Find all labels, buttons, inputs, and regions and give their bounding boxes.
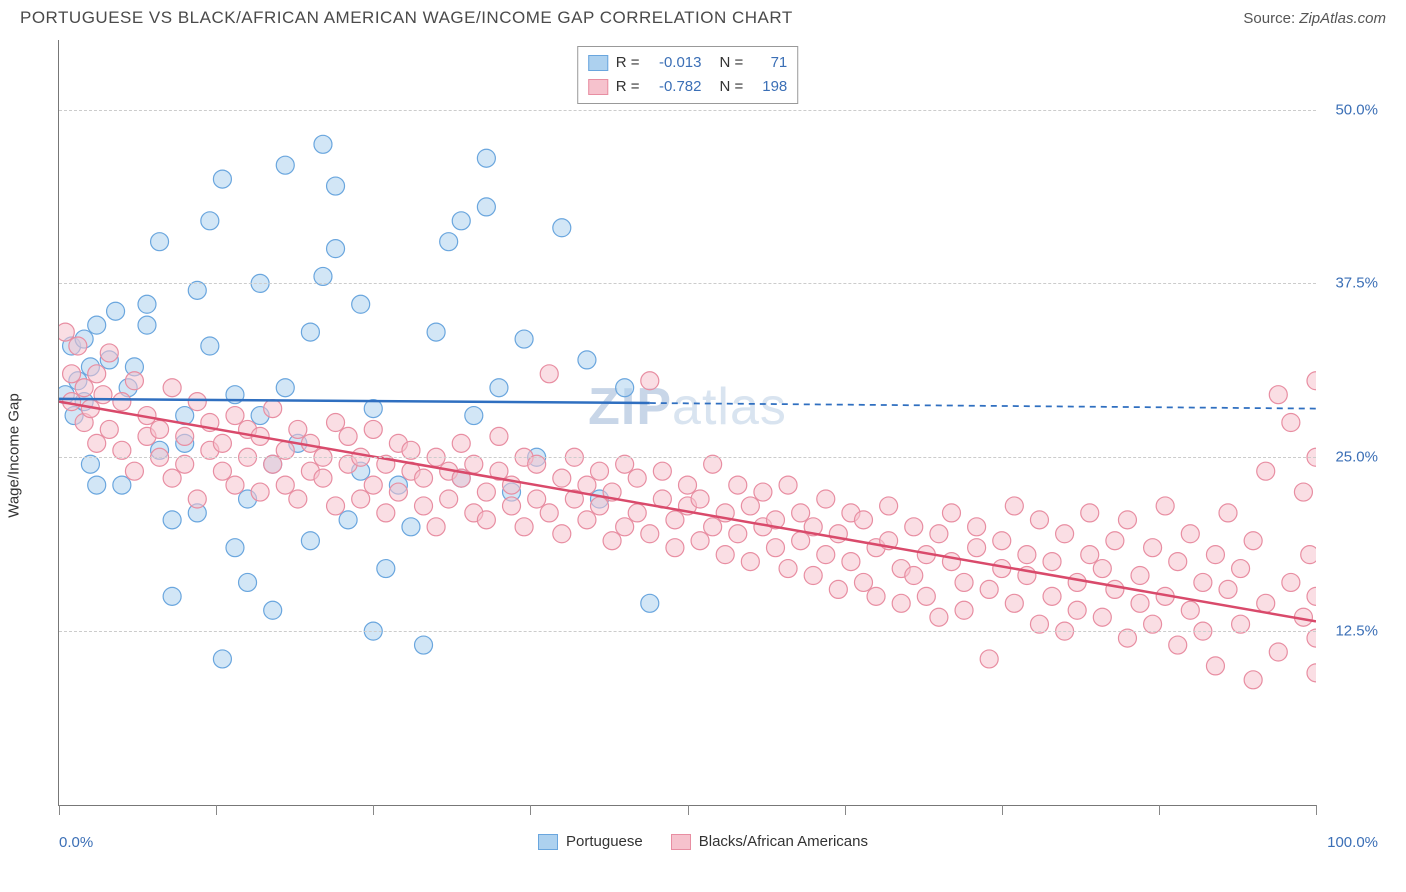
legend-stats-row-1: R = -0.013 N = 71 bbox=[588, 51, 788, 75]
y-tick-label: 12.5% bbox=[1335, 623, 1378, 640]
y-tick-label: 50.0% bbox=[1335, 101, 1378, 118]
legend-label-portuguese: Portuguese bbox=[566, 833, 643, 850]
legend-stats-row-2: R = -0.782 N = 198 bbox=[588, 75, 788, 99]
legend-swatch-portuguese bbox=[588, 55, 608, 71]
legend-swatch-icon bbox=[538, 834, 558, 850]
source-name: ZipAtlas.com bbox=[1299, 10, 1386, 27]
stat-n-label: N = bbox=[720, 75, 744, 99]
legend-swatch-icon bbox=[671, 834, 691, 850]
source-prefix: Source: bbox=[1243, 10, 1299, 27]
stat-r-label: R = bbox=[616, 75, 640, 99]
legend-item-portuguese: Portuguese bbox=[538, 833, 643, 850]
stat-n-label: N = bbox=[720, 51, 744, 75]
stat-n-value-black: 198 bbox=[751, 75, 787, 99]
stat-n-value-portuguese: 71 bbox=[751, 51, 787, 75]
legend-item-black: Blacks/African Americans bbox=[671, 833, 868, 850]
source-credit: Source: ZipAtlas.com bbox=[1243, 10, 1386, 27]
legend-label-black: Blacks/African Americans bbox=[699, 833, 868, 850]
chart-title: PORTUGUESE VS BLACK/AFRICAN AMERICAN WAG… bbox=[20, 8, 793, 28]
y-tick-label: 25.0% bbox=[1335, 449, 1378, 466]
y-axis-label: Wage/Income Gap bbox=[6, 393, 23, 518]
legend-stats-box: R = -0.013 N = 71 R = -0.782 N = 198 bbox=[577, 46, 799, 104]
stat-r-label: R = bbox=[616, 51, 640, 75]
chart-svg bbox=[59, 40, 1316, 805]
legend-swatch-black bbox=[588, 79, 608, 95]
y-tick-label: 37.5% bbox=[1335, 275, 1378, 292]
stat-r-value-portuguese: -0.013 bbox=[648, 51, 702, 75]
stat-r-value-black: -0.782 bbox=[648, 75, 702, 99]
chart-header: PORTUGUESE VS BLACK/AFRICAN AMERICAN WAG… bbox=[0, 0, 1406, 32]
chart-container: Wage/Income Gap ZIPatlas R = -0.013 N = … bbox=[20, 32, 1386, 862]
legend-bottom: Portuguese Blacks/African Americans bbox=[20, 833, 1386, 850]
plot-area: ZIPatlas R = -0.013 N = 71 R = -0.782 N … bbox=[58, 40, 1316, 806]
